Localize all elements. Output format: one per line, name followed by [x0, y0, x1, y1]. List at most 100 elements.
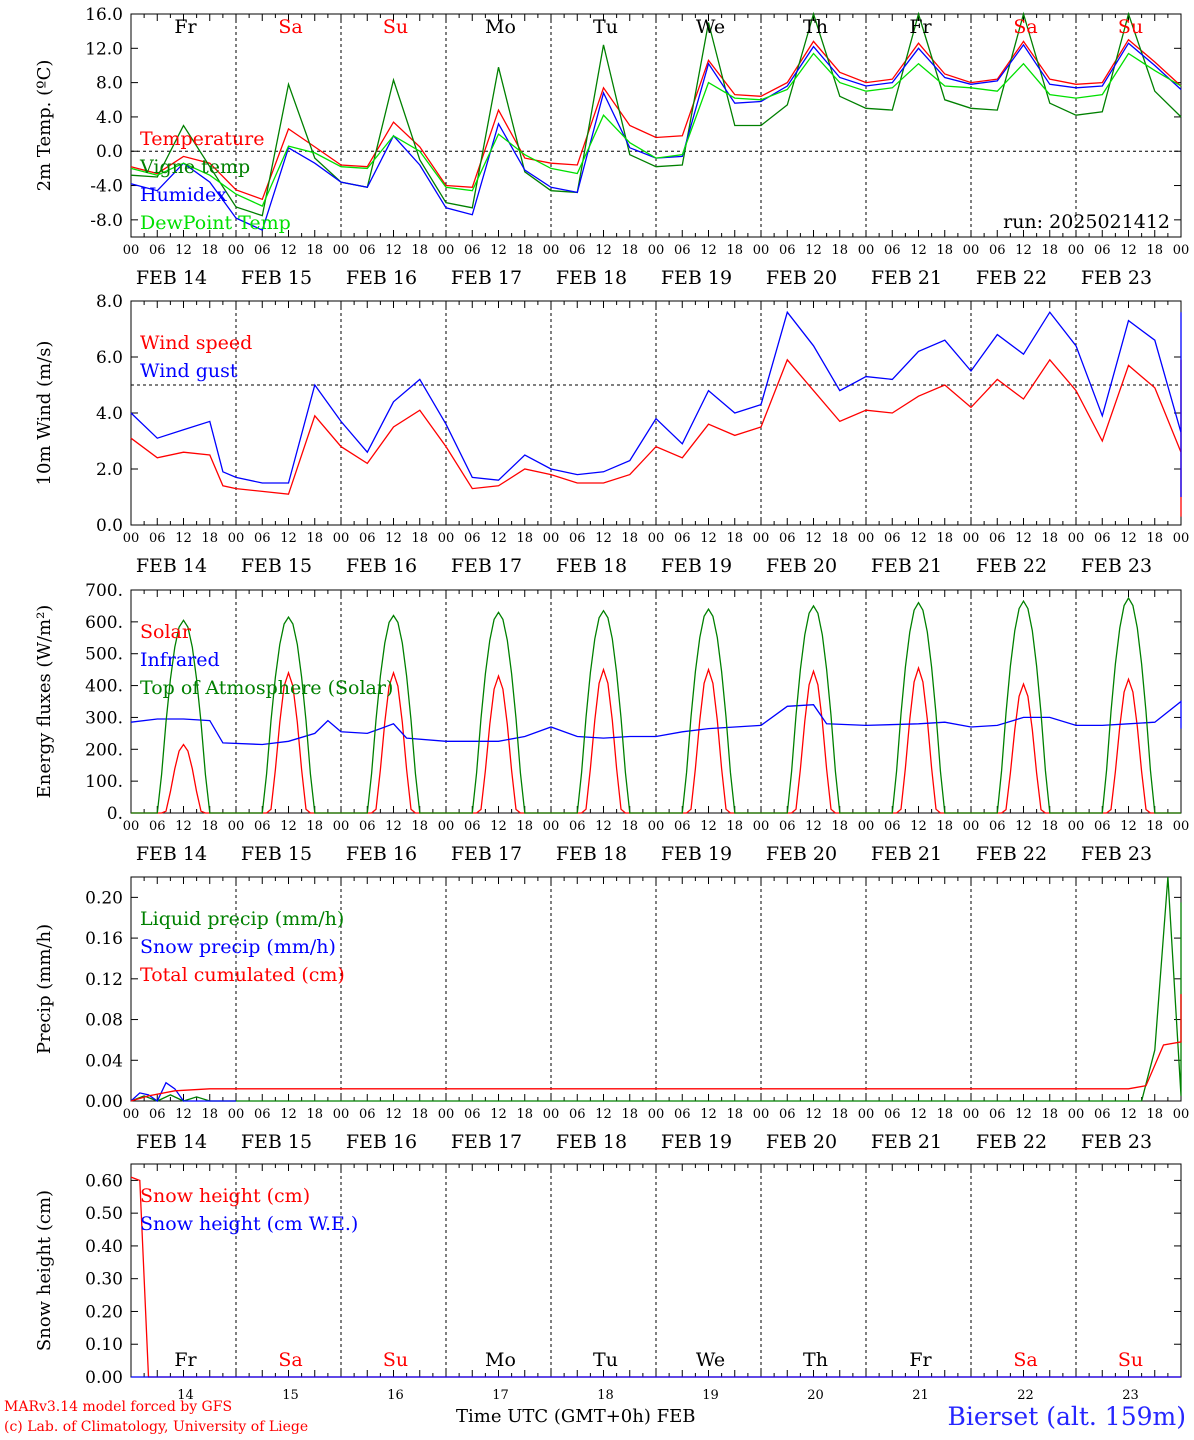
y-tick-label: 6.0 [96, 348, 123, 368]
hour-tick-label: 12 [595, 1107, 612, 1122]
series-line [130, 38, 1182, 201]
date-label: FEB 15 [241, 843, 312, 865]
hour-tick-label: 00 [543, 1107, 560, 1122]
hour-tick-label: 06 [359, 531, 376, 546]
hour-tick-label: 18 [306, 243, 323, 258]
hour-tick-label: 06 [359, 819, 376, 834]
y-tick-label: 500. [85, 645, 123, 665]
hour-tick-label: 00 [333, 819, 350, 834]
hour-tick-label: 12 [175, 243, 192, 258]
weekday-label: Sa [1013, 16, 1037, 38]
series-line [131, 596, 1181, 814]
hour-tick-label: 18 [831, 531, 848, 546]
y-tick-label: 0.60 [85, 1171, 123, 1191]
hour-tick-label: 06 [1094, 819, 1111, 834]
panel-2 [130, 300, 1182, 526]
hour-tick-label: 06 [569, 531, 586, 546]
weekday-label: Fr [909, 16, 932, 38]
hour-tick-label: 18 [516, 531, 533, 546]
hour-tick-label: 18 [411, 531, 428, 546]
hour-tick-label: 18 [411, 1107, 428, 1122]
hour-tick-label: 06 [254, 819, 271, 834]
legend-entry: Wind gust [140, 360, 238, 382]
hour-tick-label: 12 [805, 531, 822, 546]
weekday-label: Tu [593, 1349, 618, 1371]
y-axis-label: 10m Wind (m/s) [34, 341, 55, 486]
y-tick-label: -4.0 [90, 177, 123, 197]
hour-tick-label: 06 [989, 1107, 1006, 1122]
hour-tick-label: 00 [123, 531, 140, 546]
hour-tick-label: 06 [149, 243, 166, 258]
hour-tick-label: 12 [1015, 531, 1032, 546]
hour-tick-label: 00 [753, 1107, 770, 1122]
day-number: 21 [912, 1388, 929, 1403]
hour-tick-label: 18 [621, 819, 638, 834]
hour-tick-label: 18 [621, 243, 638, 258]
hour-tick-label: 18 [306, 1107, 323, 1122]
date-label: FEB 14 [136, 267, 207, 289]
hour-tick-label: 00 [1068, 819, 1085, 834]
date-label: FEB 21 [871, 843, 942, 865]
weekday-label: Th [803, 1349, 828, 1371]
date-label: FEB 18 [556, 1131, 627, 1153]
day-number: 18 [597, 1388, 614, 1403]
series-line [130, 358, 1182, 517]
model-credit: MARv3.14 model forced by GFS [4, 1399, 233, 1415]
y-tick-label: 0.30 [85, 1270, 123, 1290]
date-label: FEB 23 [1081, 267, 1152, 289]
hour-tick-label: 00 [648, 243, 665, 258]
hour-tick-label: 18 [306, 819, 323, 834]
series-line [130, 52, 1182, 207]
y-tick-label: 0.20 [85, 1302, 123, 1322]
date-label: FEB 21 [871, 1131, 942, 1153]
hour-tick-label: 00 [333, 243, 350, 258]
y-tick-label: 0.00 [85, 1092, 123, 1112]
date-label: FEB 14 [136, 1131, 207, 1153]
y-tick-label: 0.20 [85, 888, 123, 908]
weekday-label: Su [383, 16, 408, 38]
hour-tick-label: 18 [201, 531, 218, 546]
day-number: 22 [1017, 1388, 1034, 1403]
weekday-label: Tu [593, 16, 618, 38]
hour-tick-label: 12 [1120, 531, 1137, 546]
hour-tick-label: 06 [569, 243, 586, 258]
hour-tick-label: 06 [1094, 243, 1111, 258]
weekday-label: Fr [909, 1349, 932, 1371]
hour-tick-label: 00 [963, 819, 980, 834]
y-tick-label: 0.08 [85, 1011, 123, 1031]
hour-tick-label: 00 [1173, 243, 1190, 258]
hour-tick-label: 12 [1015, 819, 1032, 834]
hour-tick-label: 18 [726, 243, 743, 258]
y-tick-label: 0.16 [85, 929, 123, 949]
hour-tick-label: 12 [280, 1107, 297, 1122]
x-axis-label: Time UTC (GMT+0h) FEB [456, 1406, 695, 1427]
legend-entry: Wind speed [140, 332, 252, 354]
hour-tick-label: 18 [1146, 1107, 1163, 1122]
day-number: 16 [387, 1388, 404, 1403]
date-label: FEB 19 [661, 843, 732, 865]
hour-tick-label: 06 [884, 531, 901, 546]
hour-tick-label: 00 [753, 243, 770, 258]
date-label: FEB 22 [976, 843, 1047, 865]
y-tick-label: 700. [85, 581, 123, 601]
y-tick-label: 0.12 [85, 970, 123, 990]
weekday-label: Su [383, 1349, 408, 1371]
hour-tick-label: 00 [1173, 1107, 1190, 1122]
series-line [130, 994, 1182, 1102]
plot-frame [130, 13, 1182, 238]
hour-tick-label: 06 [569, 1107, 586, 1122]
hour-tick-label: 06 [254, 531, 271, 546]
hour-tick-label: 12 [1015, 243, 1032, 258]
y-tick-label: -8.0 [90, 211, 123, 231]
hour-tick-label: 00 [963, 243, 980, 258]
hour-tick-label: 00 [753, 531, 770, 546]
date-label: FEB 20 [766, 843, 837, 865]
hour-tick-label: 06 [569, 819, 586, 834]
hour-tick-label: 06 [779, 243, 796, 258]
series-line [130, 700, 1182, 746]
hour-tick-label: 12 [1015, 1107, 1032, 1122]
hour-tick-label: 18 [201, 819, 218, 834]
date-label: FEB 23 [1081, 1131, 1152, 1153]
hour-tick-label: 12 [385, 819, 402, 834]
day-number: 19 [702, 1388, 719, 1403]
